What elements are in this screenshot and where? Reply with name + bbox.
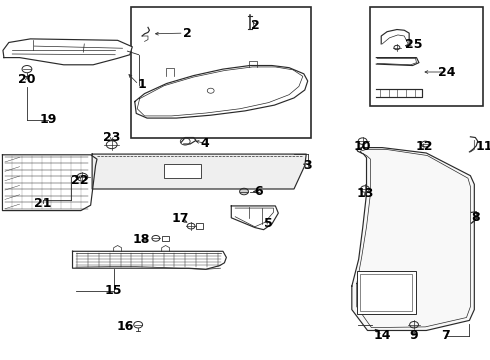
Text: 4: 4 [200,137,209,150]
Polygon shape [92,154,306,189]
Text: 22: 22 [71,174,88,187]
Text: 20: 20 [18,73,36,86]
Text: 6: 6 [254,185,263,198]
Bar [357,271,416,314]
Bar [360,274,412,311]
Polygon shape [3,39,132,65]
Bar [131,7,311,138]
Text: 23: 23 [103,131,121,144]
Text: 24: 24 [438,66,456,78]
Text: 12: 12 [415,140,433,153]
Text: 3: 3 [303,159,312,172]
Text: 9: 9 [410,329,418,342]
Text: 14: 14 [373,329,391,342]
Text: 11: 11 [475,140,490,153]
Text: 1: 1 [138,78,147,91]
Text: 5: 5 [264,217,273,230]
Text: 13: 13 [356,187,374,200]
Bar [370,7,483,106]
Bar [162,236,169,241]
Text: 2: 2 [251,19,260,32]
Text: 16: 16 [116,320,134,333]
Bar [196,223,203,229]
Polygon shape [135,66,308,118]
Polygon shape [73,251,226,269]
Text: 17: 17 [172,212,189,225]
Text: 19: 19 [39,113,57,126]
Text: 2: 2 [183,27,192,40]
Text: 7: 7 [441,329,450,342]
Text: 15: 15 [105,284,122,297]
Polygon shape [352,148,474,330]
Text: 18: 18 [132,233,150,246]
Polygon shape [231,206,278,230]
Bar [164,164,201,178]
Text: 8: 8 [471,211,480,224]
Text: 21: 21 [34,197,52,210]
Text: 10: 10 [354,140,371,153]
Text: 25: 25 [405,39,423,51]
Polygon shape [2,155,97,211]
